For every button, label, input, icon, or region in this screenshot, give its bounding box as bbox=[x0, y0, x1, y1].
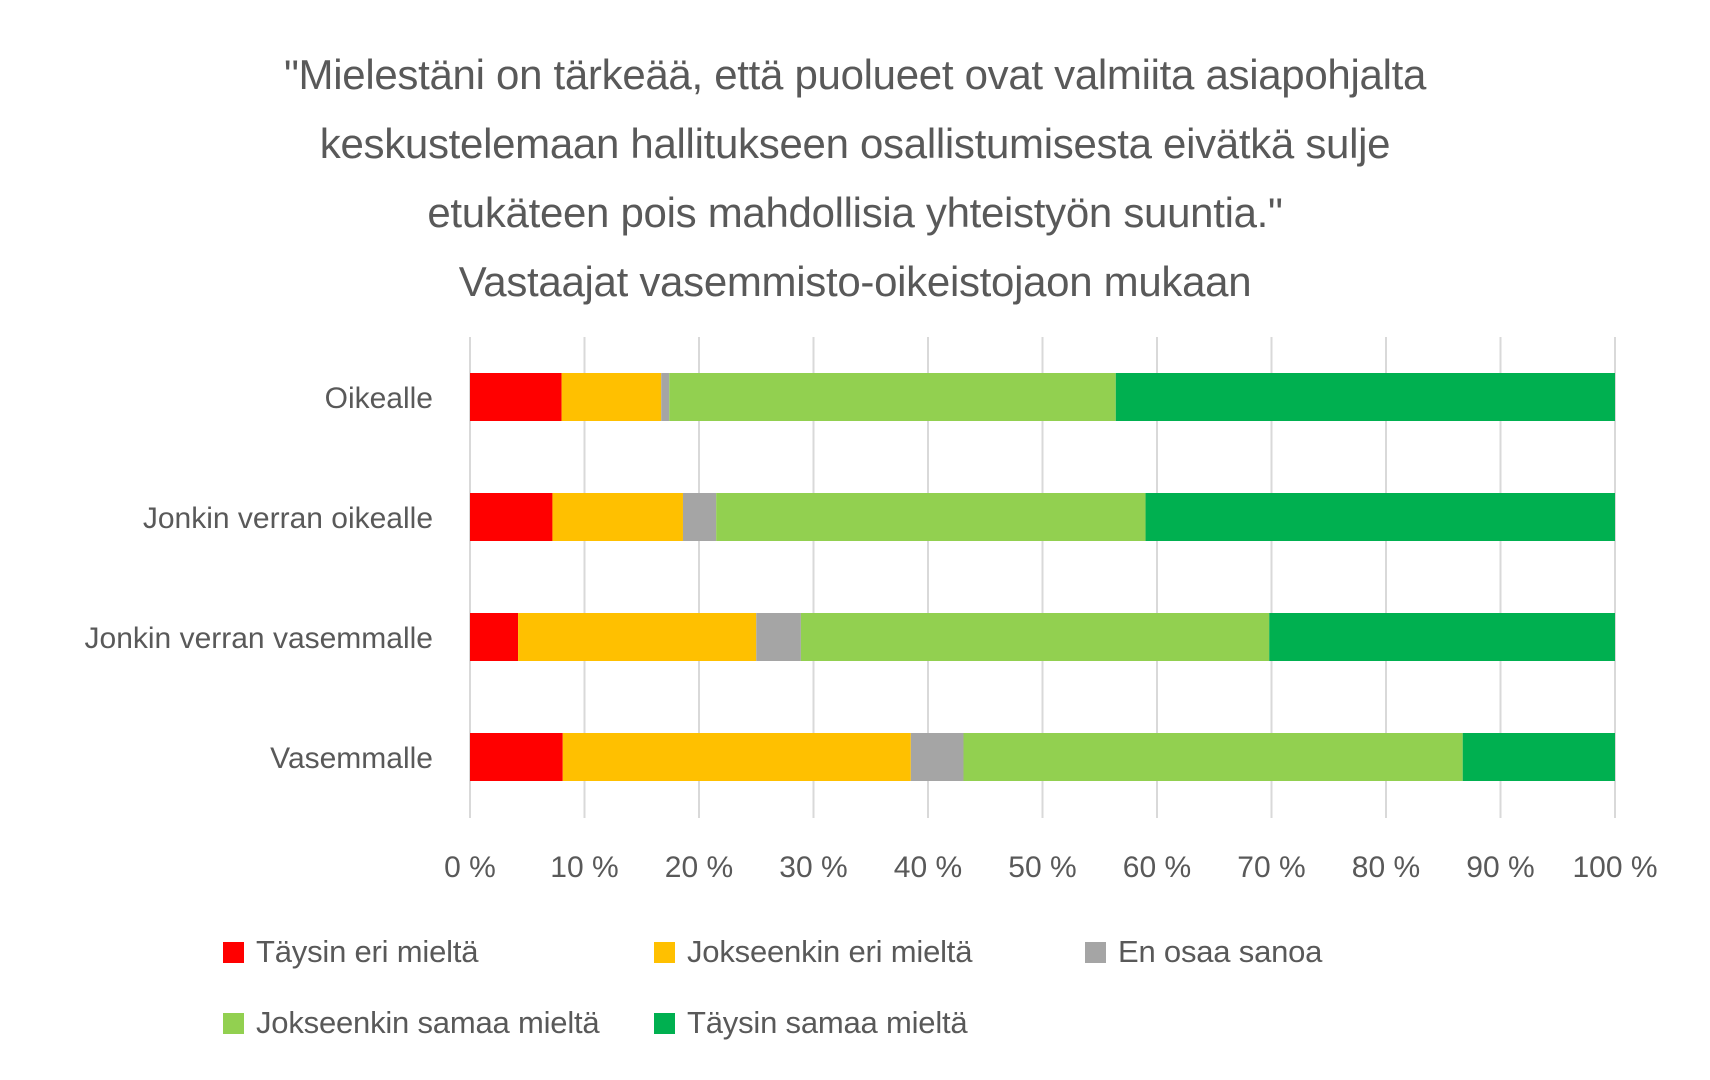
legend-item: Täysin eri mieltä bbox=[223, 932, 478, 972]
bar-segment bbox=[518, 613, 757, 661]
bar-row bbox=[470, 733, 1615, 781]
legend-item: En osaa sanoa bbox=[1085, 932, 1322, 972]
chart-title-line-3: etukäteen pois mahdollisia yhteistyön su… bbox=[427, 189, 1283, 236]
bars bbox=[470, 373, 1615, 781]
category-label: Jonkin verran oikealle bbox=[143, 502, 433, 535]
x-tick-label: 50 % bbox=[1008, 851, 1076, 884]
bar-segment bbox=[669, 373, 1116, 421]
legend-label: Jokseenkin samaa mieltä bbox=[256, 1005, 600, 1040]
x-tick-label: 20 % bbox=[665, 851, 733, 884]
chart-title-line-1: "Mielestäni on tärkeää, että puolueet ov… bbox=[283, 51, 1427, 98]
bar-segment bbox=[470, 733, 563, 781]
category-label: Jonkin verran vasemmalle bbox=[85, 622, 433, 655]
legend-swatch bbox=[654, 1012, 675, 1034]
legend-swatch bbox=[654, 941, 675, 963]
x-tick-label: 70 % bbox=[1237, 851, 1305, 884]
x-tick-label: 0 % bbox=[444, 851, 496, 884]
bar-segment bbox=[562, 733, 911, 781]
x-tick-label: 60 % bbox=[1123, 851, 1191, 884]
bar-row bbox=[470, 493, 1615, 541]
chart-subtitle: Vastaajat vasemmisto-oikeistojaon mukaan bbox=[458, 258, 1252, 305]
category-label: Oikealle bbox=[325, 382, 433, 415]
legend-swatch bbox=[223, 1012, 244, 1034]
category-labels: Oikealle Jonkin verran oikealle Jonkin ver… bbox=[85, 382, 433, 775]
chart-title-line-2: keskustelemaan hallitukseen osallistumis… bbox=[319, 120, 1391, 167]
bar-segment bbox=[470, 493, 553, 541]
x-axis-tick-labels: 0 % 10 % 20 % 30 % 40 % 50 % 60 % 70 % 80 % 90 % 1… bbox=[444, 851, 1657, 884]
x-tick-label: 100 % bbox=[1572, 851, 1657, 884]
x-tick-label: 90 % bbox=[1466, 851, 1534, 884]
bar-row bbox=[470, 373, 1615, 421]
bar-segment bbox=[716, 493, 1146, 541]
x-tick-label: 10 % bbox=[550, 851, 618, 884]
chart-title: "Mielestäni on tärkeää, että puolueet ov… bbox=[100, 40, 1610, 316]
bar-segment bbox=[682, 493, 717, 541]
bar-segment bbox=[1269, 613, 1615, 661]
bar-segment bbox=[1115, 373, 1615, 421]
x-tick-label: 80 % bbox=[1352, 851, 1420, 884]
x-tick-label: 40 % bbox=[894, 851, 962, 884]
bar-segment bbox=[661, 373, 670, 421]
legend-swatch bbox=[1085, 941, 1106, 963]
bar-segment bbox=[800, 613, 1270, 661]
x-tick-label: 30 % bbox=[779, 851, 847, 884]
legend-label: Täysin samaa mieltä bbox=[687, 1005, 968, 1040]
legend-swatch bbox=[223, 941, 244, 963]
legend-label: En osaa sanoa bbox=[1118, 934, 1323, 969]
bar-segment bbox=[910, 733, 964, 781]
bar-segment bbox=[1145, 493, 1615, 541]
bar-segment bbox=[756, 613, 801, 661]
bar-segment bbox=[552, 493, 683, 541]
bar-row bbox=[470, 613, 1615, 661]
legend-item: Jokseenkin eri mieltä bbox=[654, 932, 972, 972]
bar-segment bbox=[470, 373, 562, 421]
bar-segment bbox=[561, 373, 662, 421]
legend-label: Jokseenkin eri mieltä bbox=[687, 934, 973, 969]
bar-segment bbox=[963, 733, 1463, 781]
category-label: Vasemmalle bbox=[270, 742, 433, 775]
bar-segment bbox=[1462, 733, 1615, 781]
bar-segment bbox=[470, 613, 519, 661]
legend-label: Täysin eri mieltä bbox=[256, 934, 479, 969]
legend-item: Jokseenkin samaa mieltä bbox=[223, 1003, 600, 1043]
legend-item: Täysin samaa mieltä bbox=[654, 1003, 968, 1043]
